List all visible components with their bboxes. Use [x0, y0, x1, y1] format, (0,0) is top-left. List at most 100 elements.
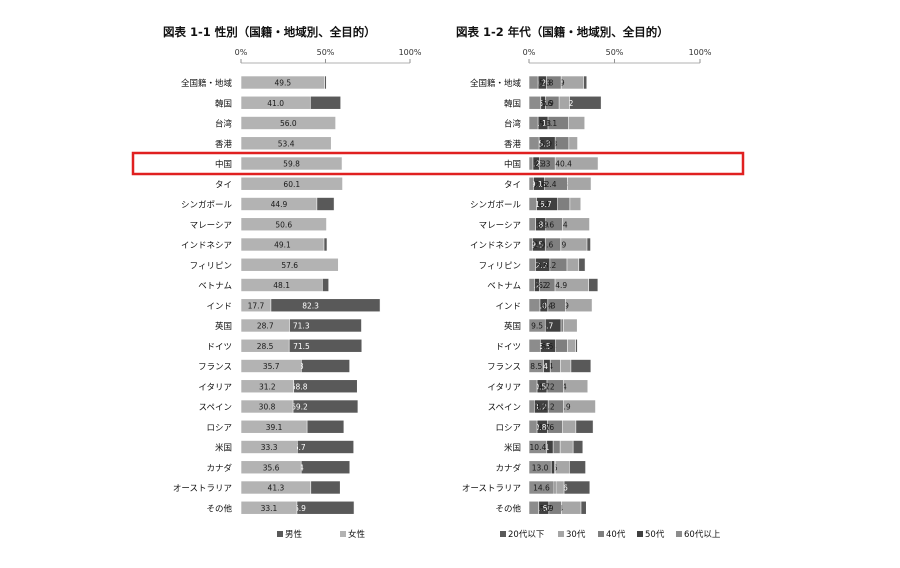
- age-bar-segment: [528, 318, 546, 333]
- age-legend-swatch: [676, 531, 682, 537]
- gender-bar-segment: [240, 399, 294, 414]
- age-bar-segment: [528, 217, 536, 232]
- gender-category-label: 全国籍・地域: [181, 78, 233, 89]
- gender-category-label: 中国: [215, 159, 232, 170]
- gender-data-label: 56.0: [280, 119, 297, 128]
- gender-data-label: 57.6: [281, 261, 298, 270]
- age-data-label: 14.6: [533, 484, 550, 493]
- gender-category-label: 台湾: [215, 119, 233, 130]
- age-data-label: 11.2: [530, 403, 547, 412]
- gender-data-label: 33.3: [261, 443, 278, 452]
- gender-chart-title: 図表 1-1 性別（国籍・地域別、全目的）: [163, 25, 376, 39]
- gender-bar-segment: [240, 237, 325, 252]
- age-bar-segment: [528, 95, 542, 110]
- gender-bar-segment: [240, 318, 290, 333]
- gender-category-label: フィリピン: [190, 261, 232, 271]
- age-data-label: 6.9: [542, 99, 554, 108]
- age-bar-segment: [528, 298, 541, 313]
- gender-data-label: 33.1: [261, 504, 278, 513]
- gender-category-label: ドイツ: [206, 342, 232, 352]
- age-bar-segment: [528, 359, 544, 373]
- age-legend-swatch: [637, 531, 643, 537]
- gender-data-label: 41.3: [268, 484, 285, 493]
- gender-data-label: 49.1: [274, 241, 291, 250]
- age-legend-label: 40代: [606, 529, 626, 540]
- age-category-label: 中国: [504, 159, 521, 170]
- age-x-tick-label: 50%: [606, 48, 624, 57]
- gender-category-label: ロシア: [206, 423, 232, 433]
- gender-bar-segment: [240, 500, 298, 515]
- gender-category-label: 香港: [215, 139, 233, 150]
- age-legend-swatch: [598, 531, 604, 537]
- gender-bar-segment: [240, 116, 336, 130]
- gender-category-label: スペイン: [199, 403, 232, 413]
- gender-data-label: 71.5: [293, 342, 310, 351]
- age-category-label: ロシア: [495, 423, 521, 433]
- gender-bar-segment: [240, 440, 298, 454]
- gender-x-tick-label: 100%: [399, 48, 422, 57]
- gender-data-label: 66.9: [289, 504, 306, 513]
- gender-data-label: 71.3: [293, 322, 310, 331]
- gender-category-label: 韓国: [215, 98, 232, 109]
- age-bar-segment: [528, 480, 555, 495]
- age-x-tick-label: 100%: [689, 48, 712, 57]
- age-data-label: 2.3: [534, 160, 546, 169]
- gender-bar-segment: [240, 257, 339, 272]
- age-bar-segment: [528, 500, 540, 515]
- age-data-label: 9.8: [531, 220, 543, 229]
- gender-category-label: イタリア: [198, 383, 232, 393]
- age-data-label: 5.7: [540, 504, 552, 513]
- gender-data-label: 48.1: [273, 281, 290, 290]
- gender-category-label: ベトナム: [198, 282, 232, 292]
- gender-data-label: 60.1: [283, 180, 300, 189]
- gender-x-tick-label: 50%: [317, 48, 335, 57]
- age-legend-label: 30代: [566, 529, 586, 540]
- age-data-label: 3.1: [535, 403, 547, 412]
- gender-bar-segment: [240, 75, 325, 90]
- gender-data-label: 28.7: [257, 322, 274, 331]
- age-legend-label: 20代以下: [508, 529, 545, 540]
- age-x-tick-label: 0%: [523, 48, 536, 57]
- age-data-label: 3.2: [535, 281, 547, 290]
- age-category-label: その他: [495, 503, 521, 514]
- age-data-label: 15.5: [534, 342, 551, 351]
- age-chart-title: 図表 1-2 年代（国籍・地域別、全目的）: [456, 25, 669, 39]
- gender-bar-segment: [240, 136, 332, 151]
- age-legend-label: 50代: [645, 529, 665, 540]
- age-data-label: 13.0: [532, 463, 549, 472]
- age-data-label: 6.4: [541, 301, 553, 310]
- gender-category-label: タイ: [215, 180, 232, 190]
- gender-data-label: 69.2: [291, 403, 308, 412]
- age-data-label: 10.5: [530, 382, 547, 391]
- age-category-label: 全国籍・地域: [470, 78, 522, 89]
- highlight-box: [131, 151, 745, 176]
- gender-category-label: その他: [206, 503, 232, 514]
- age-category-label: マレーシア: [479, 221, 521, 231]
- gender-category-label: オーストラリア: [173, 484, 232, 494]
- age-data-label: 34.9: [550, 281, 567, 290]
- age-category-label: インド: [495, 302, 521, 312]
- age-data-label: 5.3: [539, 79, 551, 88]
- age-bar-segment: [528, 197, 537, 211]
- age-category-label: 米国: [504, 443, 521, 454]
- gender-data-label: 68.8: [291, 382, 308, 391]
- age-category-label: 香港: [504, 139, 522, 150]
- gender-bar-segment: [240, 278, 323, 292]
- gender-data-label: 44.9: [271, 200, 288, 209]
- age-bar-segment: [528, 460, 552, 475]
- gender-category-label: シンガポール: [181, 200, 233, 211]
- gender-x-tick-label: 0%: [235, 48, 248, 57]
- age-bar-segment: [528, 399, 535, 414]
- age-category-label: スペイン: [488, 403, 521, 413]
- age-category-label: 英国: [504, 321, 521, 332]
- age-category-label: タイ: [504, 180, 521, 190]
- age-category-label: カナダ: [495, 463, 521, 474]
- gender-category-label: 米国: [215, 443, 232, 454]
- age-category-label: ドイツ: [495, 342, 521, 352]
- age-data-label: 22.4: [540, 180, 557, 189]
- age-category-label: フランス: [487, 363, 521, 373]
- age-data-label: 10.4: [530, 443, 547, 452]
- gender-data-label: 39.1: [266, 423, 283, 432]
- gender-legend-label: 男性: [285, 529, 303, 540]
